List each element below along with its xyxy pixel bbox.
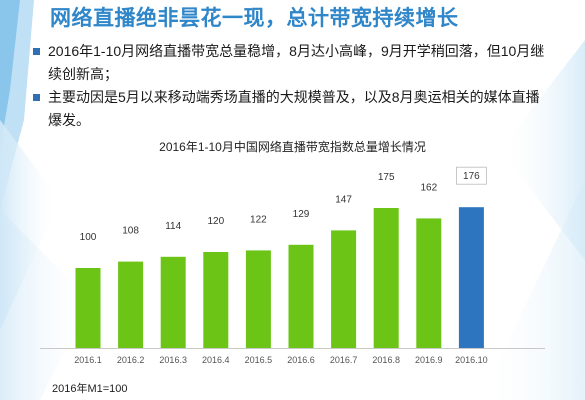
footnote: 2016年M1=100 <box>52 383 128 395</box>
bullet-square-icon <box>33 48 40 55</box>
x-tick-label: 2016.10 <box>455 355 488 365</box>
data-label: 176 <box>463 171 480 182</box>
bullet-item: 主要动因是5月以来移动端秀场直播的大规模普及，以及8月奥运相关的媒体直播爆发。 <box>32 86 552 132</box>
bullet-text: 2016年1-10月网络直播带宽总量稳增，8月达小高峰，9月开学稍回落，但10月… <box>48 43 545 82</box>
chart-title: 2016年1-10月中国网络直播带宽指数总量增长情况 <box>159 140 426 154</box>
bar-2016.2 <box>118 261 144 348</box>
data-label: 100 <box>80 232 97 243</box>
bar-2016.3 <box>160 256 186 348</box>
x-tick-label: 2016.8 <box>372 355 400 365</box>
bullet-square-icon <box>33 94 40 101</box>
x-tick-label: 2016.2 <box>117 355 145 365</box>
bar-2016.10 <box>458 207 484 348</box>
data-label: 162 <box>420 182 437 193</box>
x-tick-label: 2016.5 <box>245 355 273 365</box>
x-tick-label: 2016.9 <box>415 355 443 365</box>
bullet-text: 主要动因是5月以来移动端秀场直播的大规模普及，以及8月奥运相关的媒体直播爆发。 <box>48 89 540 128</box>
bar-2016.9 <box>416 218 442 348</box>
data-label: 120 <box>207 216 224 227</box>
x-tick-label: 2016.3 <box>159 355 187 365</box>
bar-2016.6 <box>288 244 314 348</box>
bar-2016.4 <box>203 252 229 348</box>
highlight-label-box <box>455 166 487 185</box>
page-title: 网络直播绝非昙花一现，总计带宽持续增长 <box>50 7 459 30</box>
x-tick-label: 2016.7 <box>330 355 358 365</box>
bar-2016.5 <box>245 250 271 348</box>
data-label: 114 <box>165 221 181 232</box>
data-label: 122 <box>250 214 267 225</box>
bar-2016.8 <box>373 208 399 348</box>
bar-2016.7 <box>331 230 357 348</box>
data-label: 147 <box>335 194 352 205</box>
data-label: 175 <box>378 172 395 183</box>
x-tick-label: 2016.1 <box>74 355 102 365</box>
x-tick-label: 2016.6 <box>287 355 315 365</box>
bullet-list: 2016年1-10月网络直播带宽总量稳增，8月达小高峰，9月开学稍回落，但10月… <box>32 40 552 132</box>
bar-2016.1 <box>75 268 101 348</box>
x-tick-label: 2016.4 <box>202 355 230 365</box>
data-label: 129 <box>293 209 310 220</box>
bullet-item: 2016年1-10月网络直播带宽总量稳增，8月达小高峰，9月开学稍回落，但10月… <box>32 40 552 86</box>
data-label: 108 <box>122 226 139 237</box>
